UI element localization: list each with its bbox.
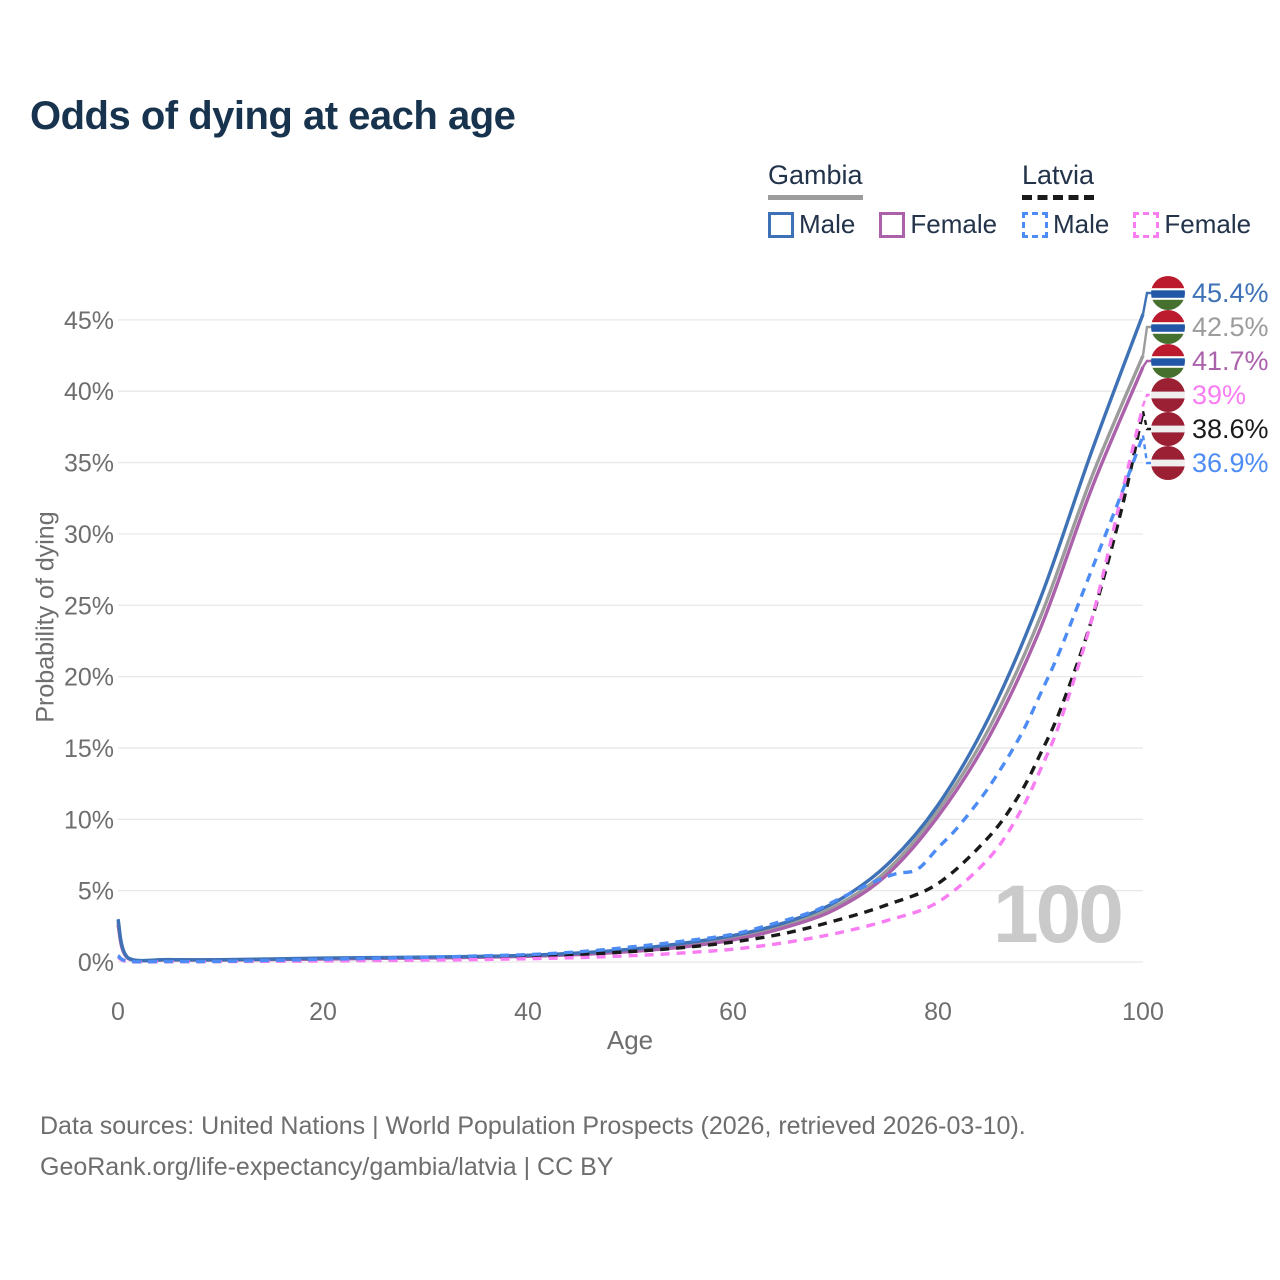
legend-item-label: Female bbox=[910, 209, 998, 239]
end-value-text: 41.7% bbox=[1192, 345, 1269, 376]
gambia-flag-icon bbox=[1151, 344, 1185, 378]
series-line-latvia-male bbox=[116, 434, 1145, 964]
series-line-latvia-female bbox=[117, 405, 1145, 964]
footer: Data sources: United Nations | World Pop… bbox=[40, 1106, 1026, 1188]
legend-country-latvia-label: Latvia bbox=[1022, 160, 1095, 200]
leader-line bbox=[1141, 435, 1151, 465]
y-tick-label: 35% bbox=[64, 450, 114, 478]
legend-country-latvia: Latvia bbox=[1022, 160, 1251, 200]
end-value-text: 38.6% bbox=[1192, 413, 1269, 444]
end-label-gambia-female: 41.7% bbox=[1151, 344, 1269, 378]
x-tick-label: 80 bbox=[924, 998, 952, 1026]
y-tick-label: 40% bbox=[64, 378, 114, 406]
legend-item-gambia-female[interactable]: Female bbox=[879, 209, 997, 240]
legend-item-label: Female bbox=[1164, 209, 1252, 239]
legend-item-gambia-male[interactable]: Male bbox=[768, 209, 855, 240]
legend-item-label: Male bbox=[1053, 209, 1110, 239]
y-tick-label: 45% bbox=[64, 307, 114, 335]
series-line-latvia bbox=[117, 410, 1145, 964]
y-tick-label: 5% bbox=[78, 878, 114, 906]
series-line-gambia-female bbox=[116, 366, 1145, 963]
footer-url-line: GeoRank.org/life-expectancy/gambia/latvi… bbox=[40, 1153, 614, 1181]
latvia-flag-icon bbox=[1151, 412, 1185, 446]
leader-line bbox=[1141, 393, 1151, 406]
end-label-latvia-male: 36.9% bbox=[1151, 446, 1269, 480]
leader-line bbox=[1141, 291, 1151, 315]
y-tick-label: 30% bbox=[64, 521, 114, 549]
y-tick-label: 15% bbox=[64, 735, 114, 763]
x-tick-label: 100 bbox=[1122, 998, 1164, 1026]
end-label-gambia-male: 45.4% bbox=[1151, 276, 1269, 310]
x-tick-label: 40 bbox=[514, 998, 542, 1026]
age-watermark: 100 bbox=[993, 869, 1124, 960]
gambia-female-swatch-icon bbox=[879, 211, 906, 238]
end-value-text: 45.4% bbox=[1192, 277, 1269, 308]
end-label-latvia: 38.6% bbox=[1151, 412, 1269, 446]
legend-country-gambia-label: Gambia bbox=[768, 160, 863, 200]
end-value-text: 36.9% bbox=[1192, 447, 1269, 478]
legend-item-latvia-female[interactable]: Female bbox=[1133, 209, 1251, 240]
y-tick-label: 10% bbox=[64, 806, 114, 834]
y-axis-title: Probability of dying bbox=[31, 511, 60, 723]
x-tick-label: 60 bbox=[719, 998, 747, 1026]
latvia-flag-icon bbox=[1151, 378, 1185, 412]
page-title: Odds of dying at each age bbox=[30, 94, 516, 138]
x-axis-title: Age bbox=[607, 1025, 653, 1055]
gambia-flag-icon bbox=[1151, 276, 1185, 310]
end-label-latvia-female: 39% bbox=[1151, 378, 1246, 412]
end-value-text: 39% bbox=[1192, 379, 1247, 410]
y-tick-label: 0% bbox=[78, 949, 114, 977]
series-line-gambia bbox=[116, 354, 1145, 963]
legend-group-gambia: Gambia Male Female bbox=[768, 160, 997, 240]
leader-line bbox=[1142, 359, 1151, 368]
y-tick-label: 25% bbox=[64, 592, 114, 620]
legend-item-label: Male bbox=[799, 209, 856, 239]
y-tick-label: 20% bbox=[64, 664, 114, 692]
legend-group-latvia: Latvia Male Female bbox=[1022, 160, 1251, 240]
gambia-flag-icon bbox=[1151, 310, 1185, 344]
series-line-gambia-male bbox=[116, 313, 1145, 963]
end-value-text: 42.5% bbox=[1192, 311, 1269, 342]
latvia-flag-icon bbox=[1151, 446, 1185, 480]
footer-sources-line: Data sources: United Nations | World Pop… bbox=[40, 1112, 1026, 1140]
leader-line bbox=[1141, 325, 1151, 356]
x-tick-label: 0 bbox=[111, 998, 125, 1026]
legend-item-latvia-male[interactable]: Male bbox=[1022, 209, 1109, 240]
gambia-male-swatch-icon bbox=[768, 211, 794, 238]
end-label-gambia: 42.5% bbox=[1151, 310, 1269, 344]
x-tick-label: 20 bbox=[309, 998, 337, 1026]
leader-line bbox=[1141, 410, 1151, 431]
latvia-female-swatch-icon bbox=[1133, 211, 1160, 238]
latvia-male-swatch-icon bbox=[1022, 211, 1048, 238]
legend-country-gambia: Gambia bbox=[768, 160, 997, 200]
